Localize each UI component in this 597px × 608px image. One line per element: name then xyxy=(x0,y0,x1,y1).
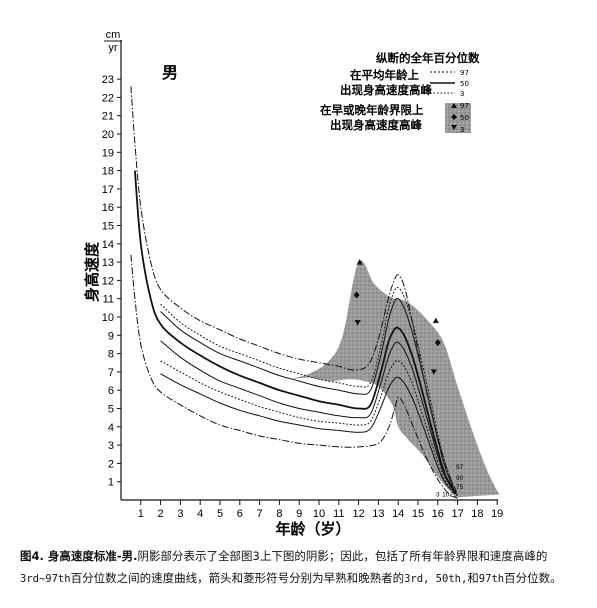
curve-end-label: 25 xyxy=(450,491,458,498)
curve-end-label: 90 xyxy=(456,475,464,482)
legend-group2-line1: 在早或晚年龄界限上 xyxy=(320,103,424,117)
y-tick-label: 13 xyxy=(102,257,114,269)
x-tick-label: 10 xyxy=(313,508,325,520)
x-ticks: 1 2 3 4 5 6 7 8 9 10 11 12 13 14 15 16 17 18 19 xyxy=(138,500,503,520)
legend-group1-line2: 出现身高速度高峰 xyxy=(340,83,432,97)
y-tick-label: 17 xyxy=(102,184,114,196)
legend-group2-item-3: 3 xyxy=(460,126,464,134)
y-tick-label: 3 xyxy=(108,440,114,452)
percentile-curve-4 xyxy=(160,340,457,494)
y-unit-top: cm xyxy=(106,29,121,41)
diamond-marker-icon xyxy=(434,339,441,347)
legend: 纵断的全年百分位数 在平均年龄上 出现身高速度高峰 97 50 3 在早或晚年龄… xyxy=(320,51,480,134)
legend-group1-item-3: 3 xyxy=(460,90,464,98)
percentile-curve-2 xyxy=(160,297,455,490)
y-tick-label: 4 xyxy=(108,422,114,434)
y-tick-label: 18 xyxy=(102,166,114,178)
y-tick-label: 21 xyxy=(102,111,114,123)
caption-text-2: 3rd~97th xyxy=(20,573,71,585)
early-late-markers xyxy=(353,259,441,375)
legend-triangle-down-icon xyxy=(451,125,457,130)
diamond-marker-icon xyxy=(353,291,360,299)
x-tick-label: 14 xyxy=(392,508,404,520)
x-tick-label: 4 xyxy=(197,508,203,520)
percentile-curve-5 xyxy=(160,360,456,495)
y-unit-bottom: yr xyxy=(108,42,118,54)
legend-triangle-up-icon xyxy=(451,103,457,108)
curve-end-labels: 3 10 25 97 90 75 xyxy=(436,464,464,498)
legend-shaded-swatch xyxy=(445,103,471,133)
curve-end-label: 97 xyxy=(456,464,464,471)
percentile-curve-1 xyxy=(160,286,455,488)
y-tick-label: 6 xyxy=(108,385,114,397)
legend-group1-item-97: 97 xyxy=(460,69,469,77)
x-tick-label: 12 xyxy=(352,508,364,520)
y-tick-label: 20 xyxy=(102,129,114,141)
curve-end-label: 75 xyxy=(456,484,464,491)
percentile-curves xyxy=(130,86,459,499)
y-tick-label: 16 xyxy=(102,202,114,214)
y-tick-label: 23 xyxy=(102,74,114,86)
x-tick-label: 17 xyxy=(451,508,463,520)
x-axis-label: 年龄（岁） xyxy=(275,520,350,538)
y-tick-label: 5 xyxy=(108,404,114,416)
x-tick-label: 7 xyxy=(257,508,263,520)
figure-caption: 图4. 身高速度标准-男.阴影部分表示了全部图3上下图的阴影；因此，包括了所有年… xyxy=(20,545,585,590)
legend-group2-item-50: 50 xyxy=(460,114,469,122)
triangle-down-marker-icon xyxy=(354,319,361,326)
x-tick-label: 15 xyxy=(412,508,424,520)
y-axis-label: 身高速度 xyxy=(83,241,101,302)
x-tick-label: 19 xyxy=(491,508,503,520)
x-tick-label: 6 xyxy=(237,508,243,520)
x-tick-label: 9 xyxy=(296,508,302,520)
legend-group2-line2: 出现身高速度高峰 xyxy=(330,118,422,132)
x-tick-label: 3 xyxy=(177,508,183,520)
y-tick-label: 10 xyxy=(102,312,114,324)
y-tick-label: 14 xyxy=(102,239,114,251)
y-tick-label: 9 xyxy=(108,330,114,342)
caption-text-6: 97th xyxy=(478,573,505,585)
x-tick-label: 1 xyxy=(138,508,144,520)
caption-text-1: 阴影部分表示了全部图3上下图的阴影；因此，包括了所有年龄界限和速度高峰的 xyxy=(137,549,548,563)
height-velocity-chart: 1 2 3 4 5 6 7 8 9 10 11 12 13 14 15 16 17 18 19 1234567891… xyxy=(83,29,503,538)
percentile-curve-7 xyxy=(130,254,458,499)
percentile-curve-3 xyxy=(134,170,457,494)
caption-text-5: 和 xyxy=(467,571,479,585)
triangle-down-marker-icon xyxy=(430,369,437,375)
legend-title: 纵断的全年百分位数 xyxy=(376,51,480,65)
y-tick-label: 2 xyxy=(108,458,114,470)
caption-text-7: 百分位数。 xyxy=(504,571,562,585)
x-tick-label: 18 xyxy=(471,508,483,520)
y-tick-label: 11 xyxy=(103,294,114,306)
legend-diamond-icon xyxy=(451,114,457,120)
triangle-up-marker-icon xyxy=(432,317,439,324)
caption-text-3: 百分位数之间的速度曲线，箭头和菱形符号分别为早熟和晚熟者的 xyxy=(70,571,405,585)
legend-group2-item-97: 97 xyxy=(460,102,469,110)
x-tick-label: 8 xyxy=(276,508,282,520)
legend-group1-line1: 在平均年龄上 xyxy=(350,68,419,82)
caption-text-4: 3rd, 50th, xyxy=(404,573,468,585)
percentile-curve-6 xyxy=(160,373,458,496)
sex-label: 男 xyxy=(162,63,178,82)
y-tick-label: 1 xyxy=(108,477,114,489)
x-tick-label: 2 xyxy=(158,508,164,520)
x-tick-label: 16 xyxy=(432,508,444,520)
y-tick-label: 8 xyxy=(108,349,114,361)
percentile-curve-0 xyxy=(130,86,459,495)
y-tick-label: 22 xyxy=(102,92,114,104)
triangle-up-marker-icon xyxy=(356,259,363,265)
y-tick-label: 7 xyxy=(108,367,114,379)
curve-end-label: 10 xyxy=(442,491,450,498)
caption-title: 图4. 身高速度标准-男. xyxy=(20,549,138,563)
x-tick-label: 11 xyxy=(333,508,344,520)
x-tick-label: 13 xyxy=(372,508,384,520)
curve-end-label: 3 xyxy=(436,491,440,498)
y-tick-label: 15 xyxy=(102,221,114,233)
legend-group1-item-50: 50 xyxy=(460,80,469,88)
y-tick-label: 12 xyxy=(102,275,114,287)
y-tick-label: 19 xyxy=(102,147,114,159)
x-tick-label: 5 xyxy=(217,508,223,520)
